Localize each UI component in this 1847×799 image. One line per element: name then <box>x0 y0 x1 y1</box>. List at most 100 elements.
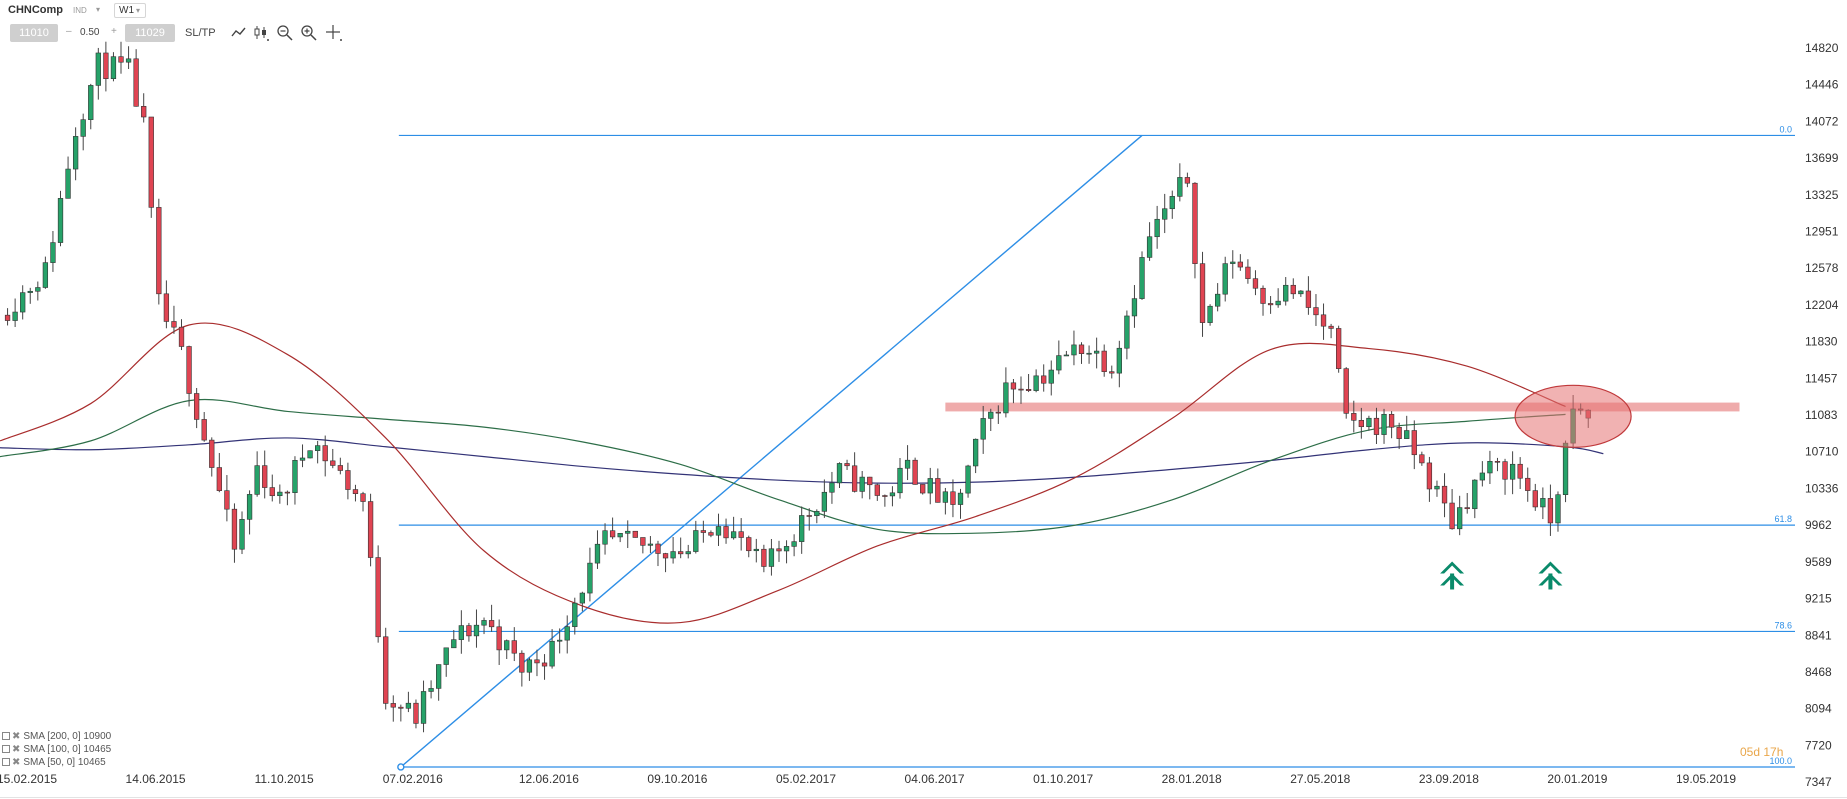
candle-body <box>1404 430 1410 439</box>
candle-body <box>1116 347 1122 374</box>
candle-body <box>1509 463 1516 480</box>
zoom-out-icon[interactable] <box>276 24 294 42</box>
candle-body <box>655 543 661 554</box>
increase-button[interactable]: + <box>111 26 117 37</box>
sltp-button[interactable]: SL/TP <box>185 27 216 39</box>
close-icon[interactable]: ✖ <box>12 757 21 768</box>
candle-body <box>1290 284 1296 295</box>
candle-body <box>1267 303 1274 306</box>
candle-body <box>360 493 366 502</box>
candle-body <box>178 326 185 347</box>
zoom-in-icon[interactable] <box>300 24 318 42</box>
candle-body <box>761 548 767 567</box>
candle-body <box>768 548 775 567</box>
candle-body <box>549 640 555 667</box>
candle-body <box>1146 236 1153 258</box>
candle-body <box>473 624 480 637</box>
chevron-down-icon[interactable]: ▾ <box>96 5 101 14</box>
decrease-button[interactable]: – <box>66 26 72 37</box>
candle-body <box>1283 284 1289 302</box>
x-tick-label: 07.02.2016 <box>383 772 443 786</box>
candle-body <box>277 491 283 497</box>
candle-body <box>269 487 275 497</box>
candle-body <box>330 460 336 466</box>
candle-body <box>572 602 578 627</box>
fib-trendline <box>400 134 1143 768</box>
candle-body <box>746 537 752 552</box>
candle-body <box>345 470 351 490</box>
close-icon[interactable]: ✖ <box>12 731 21 742</box>
candle-body <box>730 531 737 539</box>
legend-label: SMA [200, 0] 10900 <box>23 731 112 742</box>
sma-lines <box>0 322 1604 624</box>
x-tick-label: 14.06.2015 <box>126 772 186 786</box>
candle-body <box>1260 287 1266 304</box>
legend-item[interactable]: ✖ SMA [200, 0] 10900 <box>2 730 111 743</box>
legend-item[interactable]: ✖ SMA [50, 0] 10465 <box>2 756 111 769</box>
y-tick-label: 12951 <box>1805 225 1839 239</box>
candle-body <box>1056 355 1062 371</box>
candle-body <box>935 478 941 503</box>
candle-body <box>587 562 593 594</box>
close-icon[interactable]: ✖ <box>12 744 21 755</box>
candle-body <box>1313 307 1319 316</box>
candle-body <box>12 311 18 321</box>
candle-body <box>1305 290 1312 308</box>
arrow-chevron <box>1538 561 1563 574</box>
candle-body <box>4 314 11 321</box>
candle-body <box>443 647 449 665</box>
candle-body <box>299 457 306 461</box>
candle-body <box>693 530 699 552</box>
settings-icon[interactable] <box>2 732 10 741</box>
timeframe-selector[interactable]: W1 ▾ <box>114 3 146 18</box>
symbol-selector[interactable]: CHNComp <box>8 4 63 16</box>
candle-body <box>488 620 495 628</box>
candle-body <box>292 460 298 493</box>
y-tick-label: 13699 <box>1805 151 1839 165</box>
timeframe-label: W1 <box>119 5 134 16</box>
candle-body <box>519 652 525 673</box>
y-tick-label: 14072 <box>1805 114 1839 128</box>
candle-body <box>20 292 26 313</box>
candle-body <box>791 541 797 547</box>
candle-body <box>118 56 124 63</box>
candle-body <box>481 620 487 626</box>
legend-label: SMA [50, 0] 10465 <box>23 757 106 768</box>
crosshair-icon[interactable] <box>325 24 343 42</box>
x-tick-label: 28.01.2018 <box>1162 772 1222 786</box>
candle-body <box>1555 494 1561 524</box>
candle-body <box>1540 498 1546 508</box>
candle-body <box>110 56 117 80</box>
candle-body <box>640 537 646 546</box>
x-tick-label: 19.05.2019 <box>1676 772 1736 786</box>
candle-body <box>141 106 147 118</box>
candle-body <box>776 548 782 552</box>
candle-body <box>579 592 585 604</box>
candle-body <box>375 557 381 638</box>
line-chart-icon[interactable] <box>230 24 248 42</box>
settings-icon[interactable] <box>2 758 10 767</box>
candle-body <box>670 551 676 559</box>
candle-body <box>1426 462 1433 490</box>
candle-body <box>783 546 790 552</box>
candle-body <box>133 58 139 107</box>
legend-item[interactable]: ✖ SMA [100, 0] 10465 <box>2 743 111 756</box>
bottom-border <box>0 797 1847 798</box>
bid-price-button[interactable]: 11010 <box>10 24 58 42</box>
candle-body <box>882 495 888 497</box>
candle-body <box>1419 454 1425 464</box>
candle-body <box>239 519 245 550</box>
candle-chart-icon[interactable] <box>252 24 270 42</box>
candle-body <box>1041 375 1047 384</box>
candle-body <box>125 58 132 63</box>
ask-price-button[interactable]: 11029 <box>125 24 175 42</box>
y-tick-label: 11083 <box>1805 408 1838 422</box>
y-tick-label: 12204 <box>1805 298 1839 312</box>
settings-icon[interactable] <box>2 745 10 754</box>
candle-body <box>1336 328 1342 369</box>
candle-body <box>156 207 162 295</box>
chevron-down-icon: ▾ <box>136 6 141 15</box>
candle-body <box>1320 314 1327 327</box>
candle-body <box>80 119 86 137</box>
